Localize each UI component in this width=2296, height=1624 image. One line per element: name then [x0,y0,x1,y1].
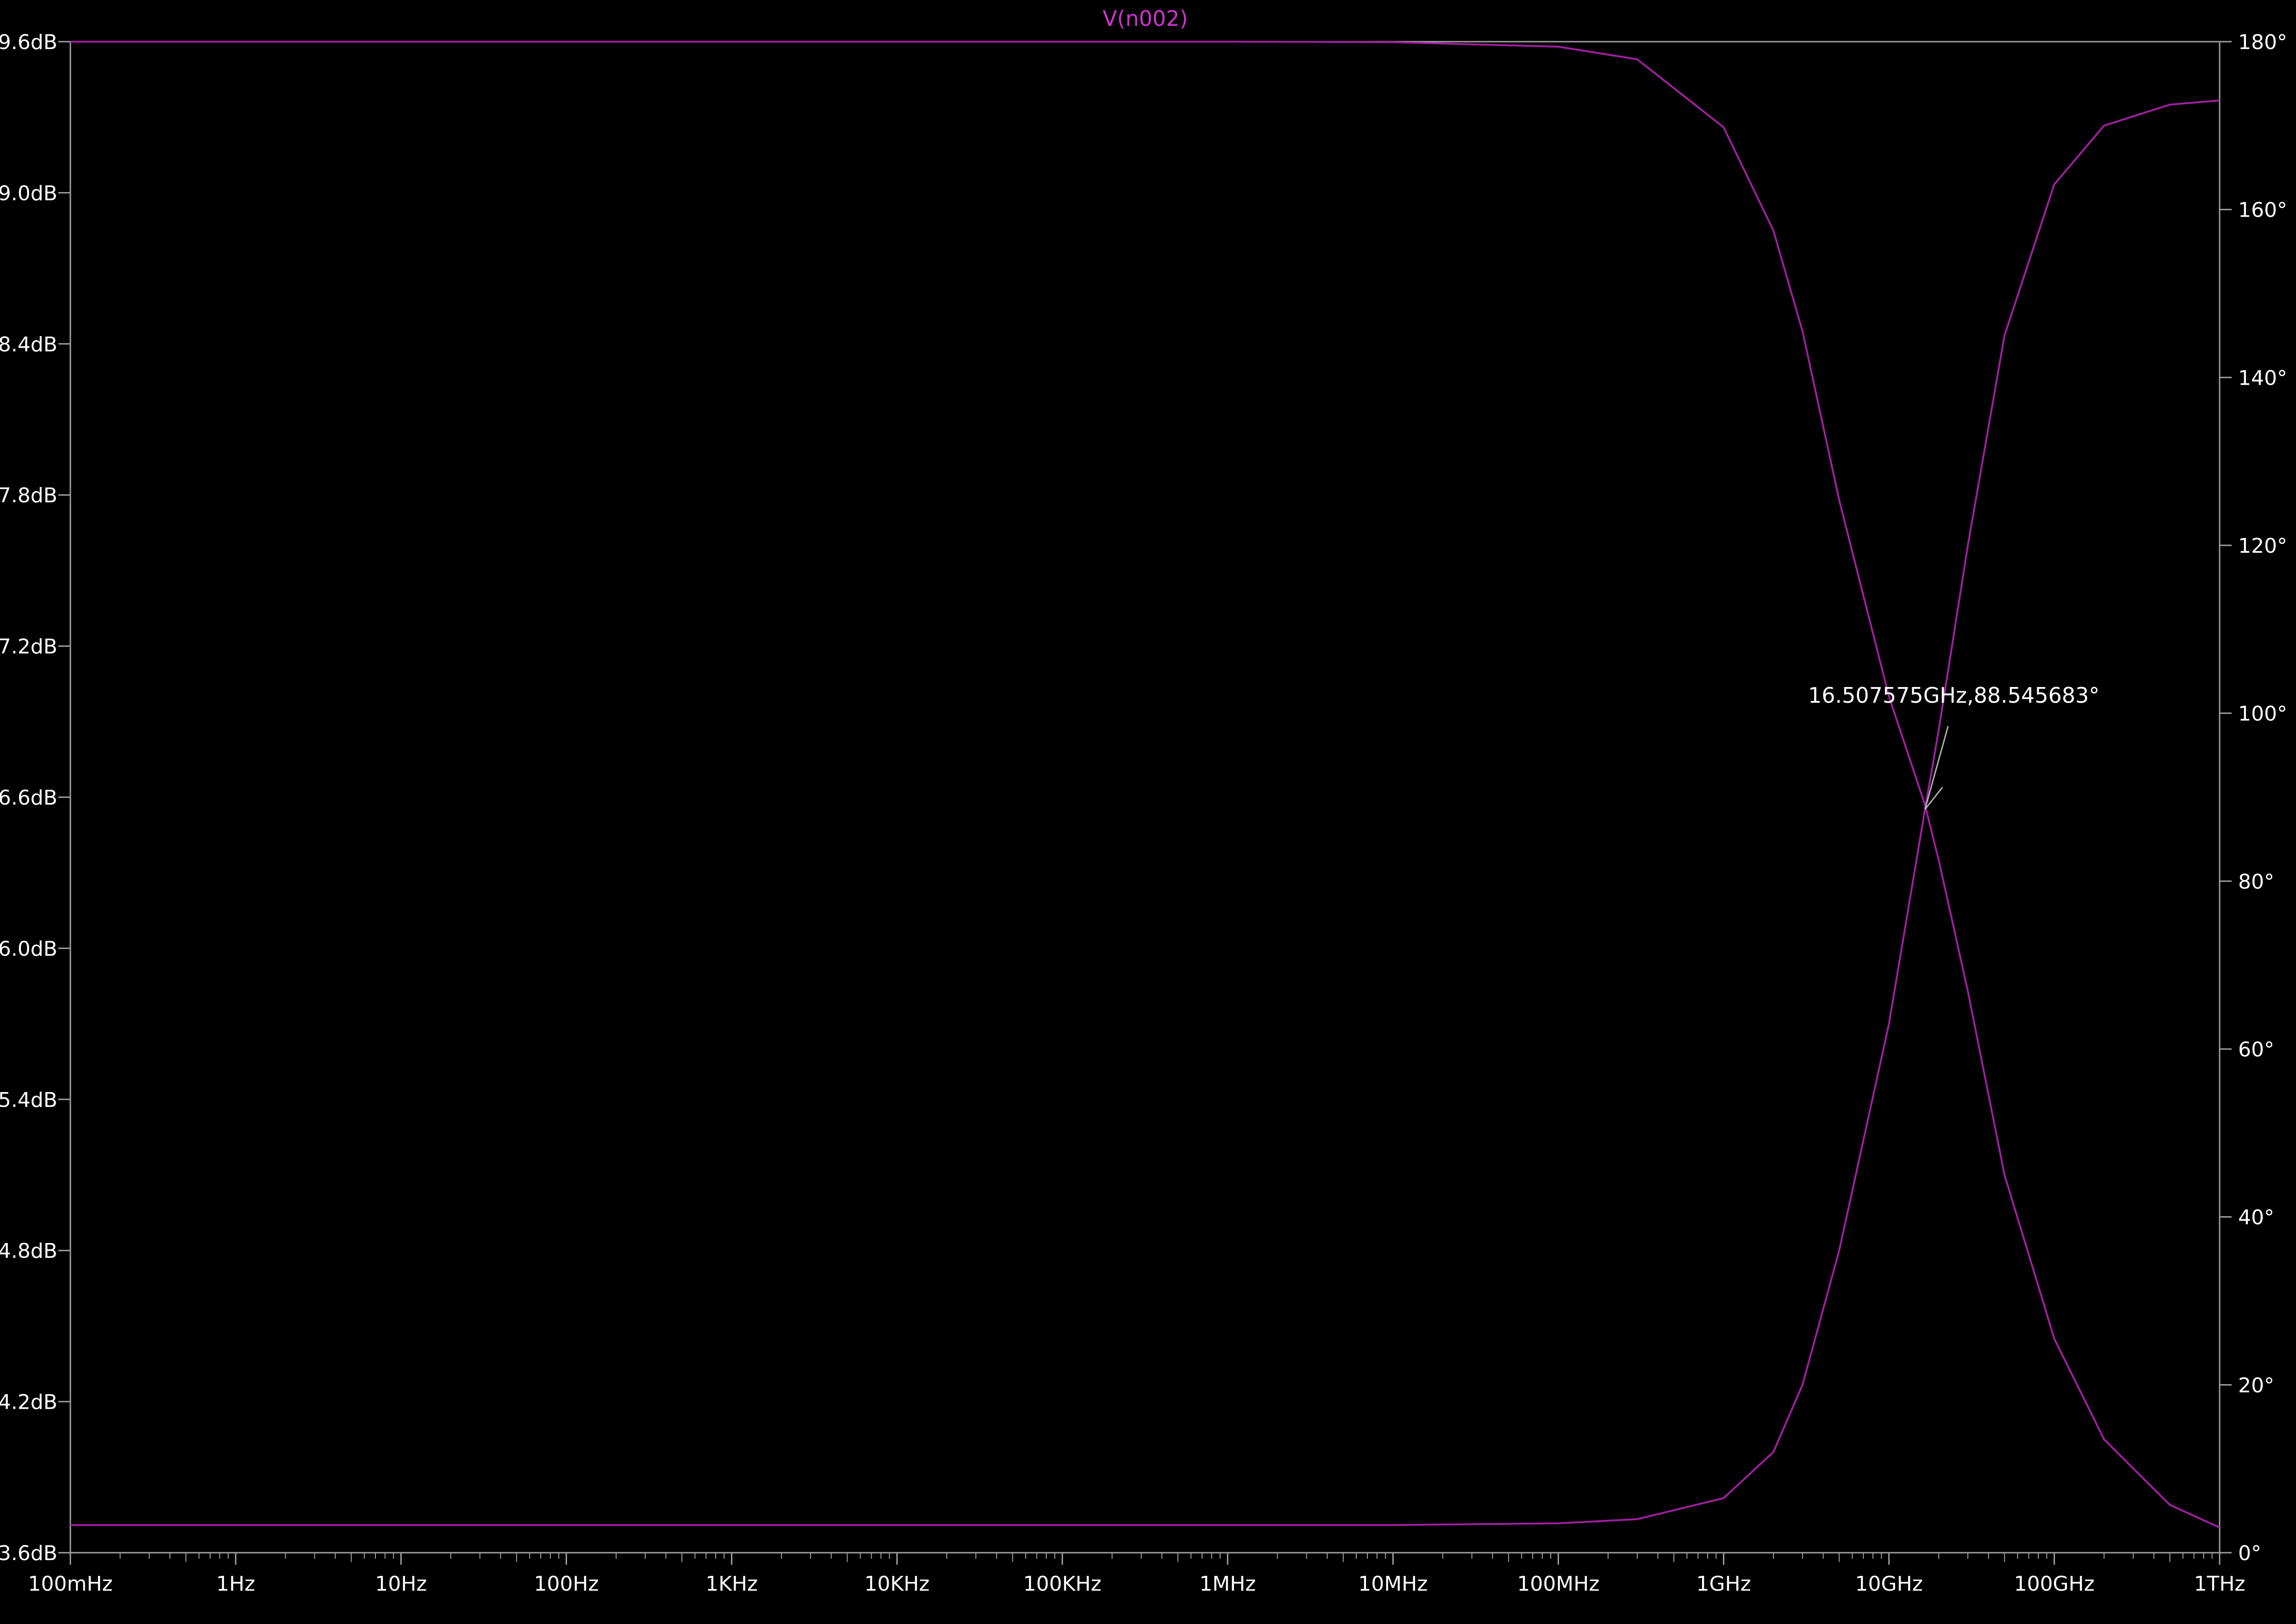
y-left-tick-label: 5.4dB [0,1088,57,1112]
y-left-tick-label: 9.0dB [0,181,57,205]
y-right-tick-label: 60° [2238,1038,2274,1062]
y-right-tick-label: 100° [2238,702,2287,726]
x-tick-label: 10KHz [864,1572,930,1596]
x-tick-label: 100mHz [28,1572,112,1596]
x-tick-label: 1THz [2194,1572,2245,1596]
y-left-tick-label: 4.8dB [0,1239,57,1263]
axes [58,41,2232,1565]
magnitude-trace [70,41,2220,1529]
y-left-tick-label: 7.8dB [0,484,57,507]
y-left-tick-label: 6.0dB [0,937,57,961]
tick-labels: 100mHz 1Hz 10Hz 100Hz 1KHz 10KHz 100KHz 1MHz 10M… [0,31,2287,1596]
y-left-tick-label: 7.2dB [0,635,57,659]
y-left-tick-label: 3.6dB [0,1542,57,1565]
y-right-tick-label: 160° [2238,199,2287,222]
y-right-tick-label: 0° [2238,1542,2261,1565]
cursor-label: 16.507575GHz,88.545683° [1808,683,2100,708]
cursor-pointer-line [1924,725,1949,810]
x-tick-label: 10Hz [375,1572,427,1596]
y-right-tick-label: 40° [2238,1206,2274,1230]
x-tick-label: 100MHz [1517,1572,1599,1596]
y-left-tick-label: 8.4dB [0,333,57,356]
y-left-tick-label: 6.6dB [0,786,57,810]
x-tick-label: 10MHz [1358,1572,1428,1596]
y-right-tick-label: 80° [2238,870,2274,893]
y-left-tick-label: 4.2dB [0,1391,57,1414]
cursor-arrow-head [1924,787,1943,810]
x-tick-label: 100GHz [2014,1572,2095,1596]
x-tick-label: 100Hz [534,1572,599,1596]
phase-trace [70,99,2220,1526]
x-tick-label: 100KHz [1023,1572,1101,1596]
x-tick-label: 1GHz [1696,1572,1751,1596]
traces [70,41,2220,1529]
y-left-tick-label: 9.6dB [0,31,57,54]
y-right-tick-label: 20° [2238,1374,2274,1397]
x-tick-label: 1MHz [1199,1572,1256,1596]
x-tick-label: 10GHz [1855,1572,1923,1596]
x-tick-label: 1KHz [705,1572,758,1596]
y-right-tick-label: 120° [2238,534,2287,558]
cursor-annotation[interactable]: 16.507575GHz,88.545683° [1808,683,2100,810]
y-right-tick-label: 140° [2238,366,2287,390]
chart-title[interactable]: V(n002) [1103,6,1188,31]
y-right-tick-label: 180° [2238,31,2287,54]
x-tick-label: 1Hz [216,1572,255,1596]
